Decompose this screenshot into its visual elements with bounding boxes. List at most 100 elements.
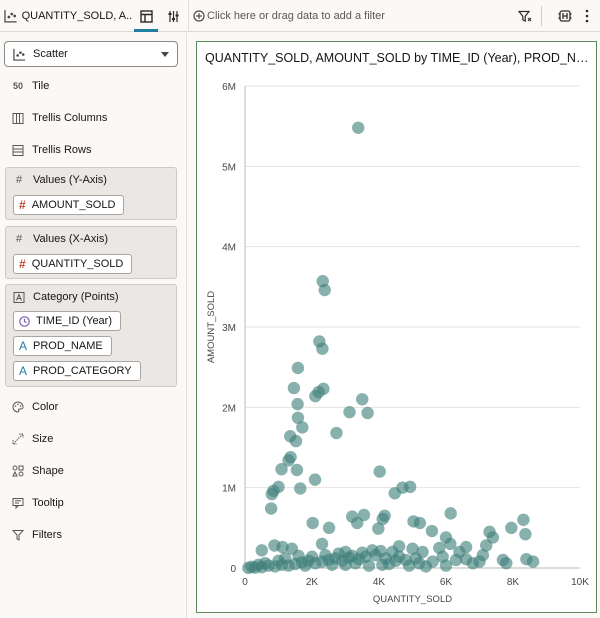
scatter-point[interactable] (476, 548, 490, 562)
scatter-point[interactable] (264, 502, 278, 515)
scatter-point[interactable] (419, 560, 433, 573)
scatter-point[interactable] (374, 544, 387, 558)
scatter-point[interactable] (268, 539, 281, 552)
scatter-point[interactable] (409, 552, 423, 565)
scatter-point[interactable] (245, 560, 258, 573)
properties-button[interactable] (162, 4, 184, 28)
category-pill-prod-category[interactable]: A PROD_CATEGORY (13, 361, 141, 381)
scatter-point[interactable] (388, 487, 401, 500)
scatter-point[interactable] (265, 487, 278, 501)
scatter-point[interactable] (480, 539, 493, 552)
scatter-point[interactable] (526, 555, 540, 568)
scatter-point[interactable] (299, 559, 312, 572)
scatter-point[interactable] (519, 528, 532, 541)
x-axis-pill-label: QUANTITY_SOLD (31, 258, 124, 270)
scatter-point[interactable] (406, 542, 419, 555)
scatter-point[interactable] (309, 389, 322, 403)
scatter-point[interactable] (316, 342, 329, 355)
scatter-point[interactable] (403, 480, 417, 494)
y-axis-drop-zone[interactable]: # Values (Y-Axis) # AMOUNT_SOLD (5, 167, 177, 220)
trellis-columns-drop-target[interactable]: Trellis Columns (12, 108, 107, 128)
scatter-point[interactable] (289, 434, 303, 448)
category-pill-time-id[interactable]: TIME_ID (Year) (13, 311, 122, 331)
more-vertical-icon (585, 9, 589, 23)
scatter-point[interactable] (255, 544, 268, 557)
x-axis-pill-quantity-sold[interactable]: # QUANTITY_SOLD (13, 254, 133, 274)
scatter-point[interactable] (425, 524, 439, 538)
scatter-point[interactable] (292, 549, 305, 563)
scatter-point[interactable] (346, 549, 359, 563)
scatter-point[interactable] (459, 552, 473, 566)
scatter-point[interactable] (436, 550, 449, 563)
auto-apply-button[interactable] (554, 4, 576, 28)
x-tick-label: 2K (306, 577, 319, 588)
y-tick-label: 0 (230, 564, 236, 575)
filters-drop-target[interactable]: Filters (12, 525, 62, 545)
scatter-point[interactable] (444, 537, 457, 551)
scatter-point[interactable] (318, 283, 331, 297)
size-drop-target[interactable]: Size (12, 429, 53, 449)
scatter-point[interactable] (343, 405, 356, 419)
x-axis-drop-zone[interactable]: # Values (X-Axis) # QUANTITY_SOLD (5, 226, 177, 279)
scatter-point[interactable] (392, 540, 406, 553)
scatter-point[interactable] (407, 515, 420, 528)
y-tick-label: 3M (222, 323, 236, 334)
tooltip-drop-target[interactable]: Tooltip (12, 493, 64, 513)
scatter-point[interactable] (305, 550, 319, 563)
shape-drop-target[interactable]: Shape (12, 461, 64, 481)
scatter-point[interactable] (291, 411, 305, 424)
scatter-point[interactable] (315, 537, 329, 551)
scatter-point[interactable] (296, 421, 309, 434)
category-icon (13, 291, 25, 303)
filter-placeholder[interactable]: Click here or drag data to add a filter (207, 10, 385, 22)
scatter-point[interactable] (291, 361, 305, 375)
chart-canvas[interactable]: QUANTITY_SOLD, AMOUNT_SOLD by TIME_ID (Y… (196, 41, 597, 613)
scatter-point[interactable] (287, 381, 301, 395)
visualization-tab[interactable]: QUANTITY_SOLD, A... (4, 0, 132, 32)
grammar-panel-button[interactable] (134, 4, 158, 32)
scatter-point[interactable] (505, 521, 518, 535)
scatter-point[interactable] (376, 512, 389, 526)
scatter-point[interactable] (306, 516, 319, 530)
filter-bar[interactable]: Click here or drag data to add a filter (188, 0, 600, 32)
scatter-point[interactable] (308, 473, 322, 486)
scatter-point[interactable] (330, 426, 343, 440)
scatter-point[interactable] (356, 546, 369, 559)
trellis-rows-drop-target[interactable]: Trellis Rows (12, 140, 92, 160)
visualization-type-select[interactable]: Scatter (4, 41, 178, 67)
scatter-point[interactable] (339, 558, 352, 571)
more-menu-button[interactable] (576, 4, 598, 28)
grammar-panel: Scatter 50 Tile Trellis Columns Trellis … (0, 33, 187, 618)
scatter-point[interactable] (449, 553, 463, 567)
scatter-point[interactable] (352, 121, 365, 134)
scatter-point[interactable] (517, 513, 530, 526)
scatter-point[interactable] (272, 554, 285, 567)
scatter-point[interactable] (322, 521, 336, 535)
category-drop-zone[interactable]: Category (Points) TIME_ID (Year) A PROD_… (5, 284, 177, 387)
scatter-point[interactable] (389, 554, 402, 567)
scatter-point[interactable] (294, 482, 307, 495)
scatter-point[interactable] (500, 556, 513, 570)
scatter-point[interactable] (290, 463, 304, 477)
y-axis-pill-amount-sold[interactable]: # AMOUNT_SOLD (13, 195, 125, 215)
scatter-point[interactable] (282, 454, 295, 467)
scatter-point[interactable] (372, 522, 385, 535)
color-drop-target[interactable]: Color (12, 397, 58, 417)
scatter-point[interactable] (444, 507, 457, 520)
y-tick-label: 1M (222, 484, 236, 495)
scatter-point[interactable] (291, 397, 304, 411)
tab-title: QUANTITY_SOLD, A... (21, 10, 132, 22)
category-pill-prod-name[interactable]: A PROD_NAME (13, 336, 112, 356)
scatter-point[interactable] (325, 558, 339, 571)
scatter-point[interactable] (373, 465, 386, 478)
filter-options-button[interactable] (514, 4, 536, 28)
scatter-plot[interactable]: 0 1M 2M 3M 4M 5M 6M 0 2K 4K 6K 8K 10K QUANTITY_SOLD AM… (197, 42, 596, 612)
scatter-point[interactable] (319, 548, 332, 562)
tile-drop-target[interactable]: 50 Tile (12, 76, 49, 96)
scatter-point[interactable] (351, 516, 364, 530)
scatter-point[interactable] (356, 393, 369, 406)
scatter-point[interactable] (332, 547, 345, 560)
scatter-point[interactable] (362, 559, 376, 572)
scatter-point[interactable] (275, 462, 288, 476)
scatter-point[interactable] (361, 406, 374, 420)
